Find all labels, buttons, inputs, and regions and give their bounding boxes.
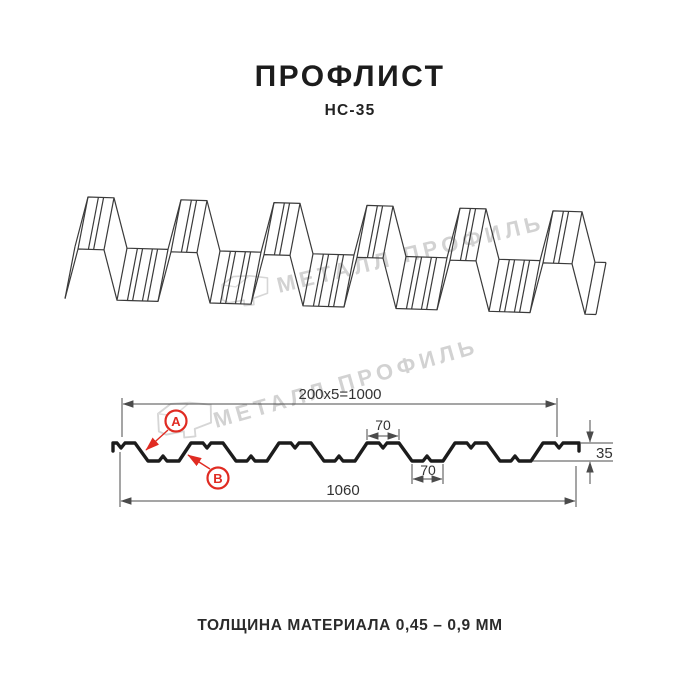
groove-line xyxy=(132,248,144,301)
groove-line xyxy=(234,251,246,304)
fold-line xyxy=(116,248,128,301)
groove-line xyxy=(519,260,531,313)
groove-line xyxy=(327,254,339,307)
profile-cross-section xyxy=(111,441,581,463)
brand-watermark-upper: МЕТАЛЛ ПРОФИЛЬ xyxy=(216,210,547,313)
fold-line xyxy=(302,253,314,306)
groove-line xyxy=(147,248,159,302)
groove-line xyxy=(87,197,99,250)
groove-line xyxy=(498,259,510,312)
groove-line xyxy=(180,199,192,253)
groove-line xyxy=(459,208,471,261)
fold-line xyxy=(571,211,583,264)
callout-b-label: B xyxy=(213,471,222,486)
fold-line xyxy=(64,246,76,299)
fold-line xyxy=(529,260,541,313)
dim-top-flange-label: 70 xyxy=(375,417,391,433)
callout-b: B xyxy=(187,454,230,490)
page-title: ПРОФЛИСТ xyxy=(254,60,446,93)
dim-bottom-flange-label: 70 xyxy=(420,462,436,478)
thickness-note: ТОЛЩИНА МАТЕРИАЛА 0,45 – 0,9 ММ xyxy=(197,617,503,634)
groove-line xyxy=(312,253,324,307)
fold-line xyxy=(289,203,301,256)
groove-line xyxy=(240,251,252,304)
dim-coverage-width xyxy=(121,398,558,437)
groove-line xyxy=(318,254,330,307)
fold-line xyxy=(77,196,89,250)
groove-line xyxy=(279,202,291,256)
groove-line xyxy=(513,259,525,313)
groove-line xyxy=(93,197,105,250)
groove-line xyxy=(558,211,570,264)
groove-line xyxy=(372,205,384,258)
fold-line xyxy=(157,249,169,302)
fold-line xyxy=(250,252,262,305)
groove-line xyxy=(126,248,138,301)
dim-coverage-width-label: 200x5=1000 xyxy=(299,386,382,403)
groove-line xyxy=(186,200,198,253)
dim-profile-height-label: 35 xyxy=(596,445,613,462)
fold-line xyxy=(475,208,487,262)
dim-top-flange xyxy=(366,429,400,440)
fold-line xyxy=(436,257,448,310)
groove-line xyxy=(225,251,237,304)
fold-line xyxy=(488,259,500,312)
groove-line xyxy=(426,257,438,310)
fold-line xyxy=(196,200,208,253)
groove-line xyxy=(219,251,231,304)
groove-line xyxy=(552,211,564,264)
groove-line xyxy=(465,208,477,261)
groove-line xyxy=(411,256,423,310)
dim-overall-width xyxy=(119,452,577,507)
fold-line xyxy=(395,256,407,309)
dim-profile-height xyxy=(533,420,613,484)
dim-overall-width-label: 1060 xyxy=(326,482,359,499)
fold-line xyxy=(595,262,607,315)
fold-line xyxy=(584,262,596,315)
groove-line xyxy=(366,205,378,258)
fold-line xyxy=(263,202,275,255)
watermark-text: МЕТАЛЛ ПРОФИЛЬ xyxy=(210,333,481,433)
fold-line xyxy=(103,197,115,250)
groove-line xyxy=(405,256,417,309)
profile-model-subtitle: НС-35 xyxy=(324,102,376,119)
callout-a: A xyxy=(145,409,188,451)
groove-line xyxy=(504,259,516,312)
fold-line xyxy=(449,208,461,261)
dim-bottom-flange xyxy=(411,464,444,484)
groove-line xyxy=(141,248,153,302)
callout-a-label: A xyxy=(171,414,181,429)
fold-line xyxy=(170,199,182,252)
groove-line xyxy=(420,257,432,310)
sheet-3d-view xyxy=(64,196,607,316)
fold-line xyxy=(356,205,368,258)
groove-line xyxy=(273,202,285,256)
groove-line xyxy=(333,254,345,307)
fold-line xyxy=(542,210,554,264)
fold-line xyxy=(382,206,394,259)
fold-line xyxy=(343,254,355,308)
fold-line xyxy=(209,250,221,304)
